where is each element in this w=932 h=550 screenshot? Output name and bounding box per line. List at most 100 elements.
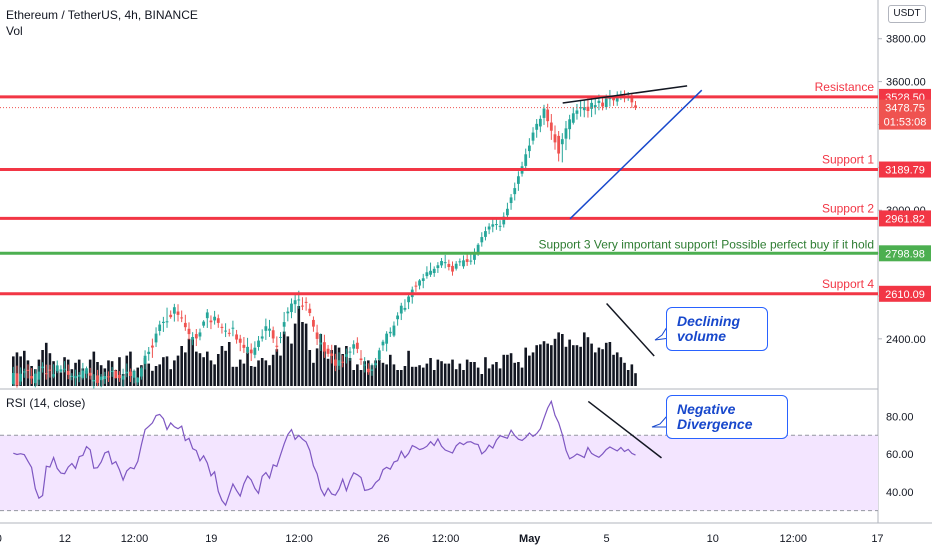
- volume-bar: [480, 374, 484, 386]
- trendline: [587, 400, 662, 459]
- volume-bar: [348, 358, 352, 386]
- volume-bar: [363, 361, 366, 386]
- volume-bar: [315, 348, 319, 386]
- candle-up: [279, 336, 282, 338]
- volume-bar: [399, 370, 403, 386]
- candle-up: [531, 132, 535, 141]
- time-axis-label: 12:00: [432, 533, 460, 545]
- volume-bar: [634, 373, 637, 386]
- volume-bar: [319, 334, 323, 386]
- candle-down: [359, 358, 363, 360]
- volume-bar: [282, 331, 286, 386]
- candle-down: [323, 342, 326, 352]
- candle-up: [502, 216, 506, 225]
- volume-bar: [290, 343, 293, 386]
- candle-down: [107, 376, 110, 378]
- time-axis-label: May: [519, 533, 541, 545]
- volume-bar: [403, 366, 407, 386]
- candle-up: [202, 321, 206, 326]
- trendline: [569, 89, 703, 220]
- volume-bar: [242, 363, 246, 386]
- candle-up: [480, 237, 484, 243]
- volume-bar: [187, 338, 191, 386]
- candle-up: [524, 154, 528, 166]
- candle-up: [385, 333, 389, 344]
- candle-up: [198, 332, 202, 337]
- volume-bar: [506, 354, 509, 386]
- candle-down: [238, 338, 242, 343]
- candle-up: [527, 145, 531, 152]
- volume-bar: [308, 350, 312, 386]
- candle-down: [129, 371, 132, 376]
- candle-down: [630, 98, 634, 103]
- rsi-indicator-label[interactable]: RSI (14, close): [6, 396, 86, 410]
- level-price-tag: [879, 161, 931, 178]
- candle-down: [176, 311, 180, 315]
- volume-bar: [396, 370, 399, 386]
- candle-up: [506, 208, 509, 216]
- volume-bar: [209, 360, 213, 386]
- candle-up: [297, 299, 301, 301]
- candle-up: [103, 375, 107, 380]
- volume-bar: [323, 350, 326, 386]
- candle-up: [388, 331, 392, 334]
- candle-up: [491, 224, 495, 227]
- volume-bar: [260, 358, 264, 386]
- level-price-label: 2798.98: [885, 248, 925, 260]
- candle-up: [99, 376, 103, 381]
- candle-up: [590, 102, 593, 109]
- candle-up: [432, 268, 436, 274]
- candle-up: [22, 371, 26, 373]
- volume-bar: [484, 357, 487, 386]
- candle-down: [194, 334, 198, 339]
- volume-bar: [374, 360, 377, 386]
- currency-selector[interactable]: USDT: [888, 5, 926, 23]
- volume-bar: [429, 358, 432, 386]
- candle-down: [366, 368, 370, 373]
- candle-up: [140, 368, 143, 377]
- candle-up: [604, 97, 608, 108]
- volume-bar: [604, 342, 608, 386]
- volume-bar: [191, 337, 194, 386]
- candle-up: [37, 371, 41, 380]
- candle-up: [571, 113, 575, 123]
- volume-indicator-label[interactable]: Vol: [6, 24, 23, 38]
- volume-bar: [418, 365, 421, 386]
- volume-bar: [297, 306, 301, 386]
- candle-up: [125, 371, 129, 374]
- level-price-label: 2961.82: [885, 213, 925, 225]
- volume-bar: [147, 363, 151, 386]
- level-price-tag: [879, 245, 931, 262]
- rsi-band: [0, 435, 878, 511]
- trendline: [606, 302, 655, 357]
- candle-down: [180, 317, 184, 319]
- candle-down: [169, 314, 173, 318]
- volume-bar: [176, 355, 180, 386]
- volume-bar: [301, 322, 304, 386]
- candle-down: [612, 97, 615, 101]
- volume-bar: [582, 332, 586, 386]
- candle-down: [553, 134, 557, 143]
- volume-bar: [173, 360, 176, 386]
- volume-bar: [546, 343, 549, 386]
- candle-up: [352, 344, 356, 349]
- symbol-title[interactable]: Ethereum / TetherUS, 4h, BINANCE: [6, 8, 198, 22]
- volume-bar: [579, 346, 582, 386]
- candle-up: [403, 307, 407, 310]
- candle-down: [66, 370, 70, 375]
- time-axis-label: 12:00: [779, 533, 807, 545]
- candle-up: [436, 265, 440, 269]
- volume-bar: [630, 364, 634, 386]
- candle-down: [242, 344, 246, 348]
- volume-bar: [462, 370, 465, 386]
- volume-bar: [169, 369, 172, 386]
- volume-bar: [524, 347, 528, 386]
- candle-up: [392, 325, 396, 336]
- volume-bar: [202, 357, 205, 386]
- candle-down: [26, 369, 30, 371]
- volume-bar: [257, 360, 260, 386]
- level-price-tag: [879, 285, 931, 302]
- candle-up: [597, 100, 601, 103]
- volume-bar: [59, 372, 63, 386]
